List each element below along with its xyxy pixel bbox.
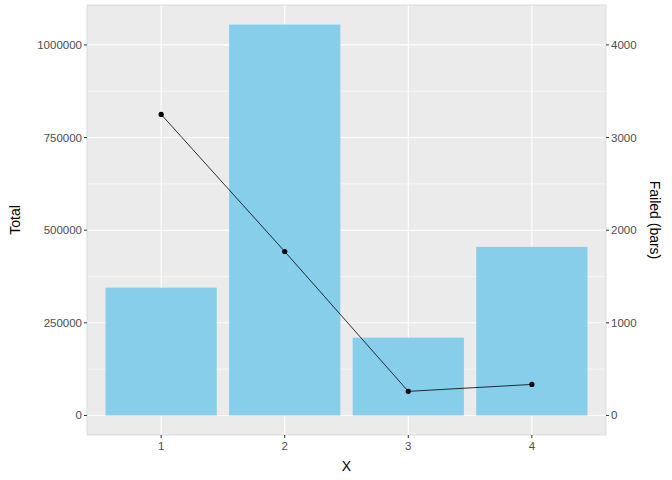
chart: 0 250000 500000 750000 1000000 0 1000 2000 3000 4…	[0, 0, 672, 480]
tick-label: 500000	[44, 224, 82, 236]
tick	[531, 435, 532, 438]
tick-label: 250000	[44, 317, 82, 329]
tick	[84, 137, 87, 138]
tick	[606, 415, 609, 416]
y2-axis-title: Failed (bars)	[647, 181, 663, 260]
tick-label: 0	[76, 409, 82, 421]
tick	[606, 230, 609, 231]
tick-label: 0	[611, 409, 617, 421]
tick	[606, 44, 609, 45]
tick-label: 1	[158, 440, 164, 452]
tick-label: 1000	[611, 317, 637, 329]
tick	[84, 44, 87, 45]
tick-label: 2000	[611, 224, 637, 236]
minor-grid-line	[87, 91, 606, 92]
point	[159, 112, 164, 117]
tick	[84, 322, 87, 323]
tick	[284, 435, 285, 438]
grid-line	[87, 230, 606, 231]
point	[406, 389, 411, 394]
bar	[353, 338, 464, 416]
tick	[84, 230, 87, 231]
tick-label: 4	[529, 440, 536, 452]
point	[529, 382, 534, 387]
tick-label: 2	[282, 440, 288, 452]
panel	[87, 5, 606, 435]
tick-label: 3	[405, 440, 411, 452]
tick-label: 3000	[611, 132, 637, 144]
minor-grid-line	[87, 183, 606, 184]
tick	[408, 435, 409, 438]
grid-line	[87, 44, 606, 45]
bar	[476, 247, 587, 416]
point	[282, 249, 287, 254]
bar	[106, 288, 217, 416]
line	[161, 114, 532, 391]
bar	[229, 25, 340, 416]
y-axis-title: Total	[7, 205, 23, 235]
tick-label: 750000	[44, 132, 82, 144]
tick	[606, 137, 609, 138]
tick-label: 1000000	[37, 39, 82, 51]
grid	[87, 5, 606, 435]
x-axis-title: X	[342, 458, 352, 474]
tick	[606, 322, 609, 323]
tick	[161, 435, 162, 438]
grid-line	[87, 137, 606, 138]
tick	[84, 415, 87, 416]
marks	[106, 25, 588, 416]
panel-frame	[87, 5, 606, 435]
tick-label: 4000	[611, 39, 637, 51]
